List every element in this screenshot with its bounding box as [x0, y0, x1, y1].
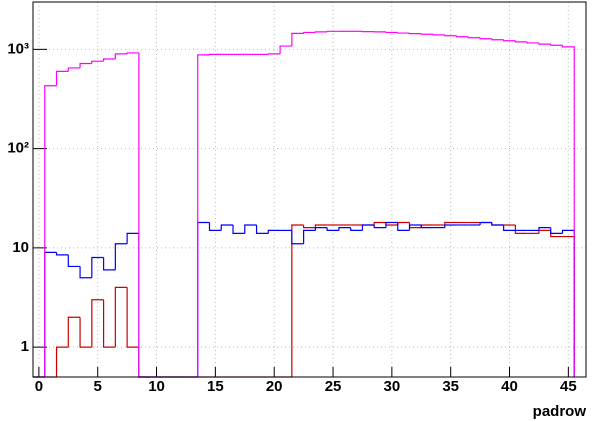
bin	[291, 230, 304, 245]
bin	[291, 32, 304, 47]
bin	[408, 224, 422, 231]
bin	[79, 317, 92, 348]
bin	[67, 254, 81, 268]
bin	[444, 221, 457, 225]
bin	[255, 224, 269, 234]
bin	[314, 227, 328, 231]
bin	[55, 252, 69, 256]
bin	[102, 257, 116, 271]
bin	[385, 221, 398, 228]
x-tick-label: 20	[266, 378, 283, 395]
bin	[67, 316, 81, 348]
bin	[126, 52, 139, 54]
y-tick-label: 10²	[7, 140, 29, 157]
x-tick-label: 35	[442, 378, 459, 395]
bin	[538, 42, 551, 45]
bin	[491, 222, 504, 226]
bin	[91, 60, 104, 64]
bin	[432, 34, 445, 36]
bin	[373, 224, 386, 229]
bin	[455, 35, 469, 38]
bin	[91, 299, 104, 348]
bin	[514, 40, 528, 43]
bin	[338, 227, 351, 231]
bin	[279, 45, 292, 54]
bin	[267, 229, 281, 234]
bin	[114, 53, 128, 59]
bin	[514, 224, 528, 234]
bin	[220, 224, 234, 231]
bin	[538, 227, 551, 231]
bin	[420, 33, 434, 35]
x-tick-label: 5	[94, 378, 102, 395]
bin	[126, 287, 139, 348]
bin	[561, 45, 575, 377]
bin	[526, 41, 539, 44]
bin	[479, 221, 492, 225]
bin	[503, 224, 516, 231]
bin	[114, 286, 128, 348]
bin	[79, 266, 92, 279]
bin	[550, 227, 563, 234]
bin	[303, 31, 316, 34]
bin	[197, 54, 210, 377]
bin	[397, 32, 410, 34]
x-tick-label: 15	[207, 378, 224, 395]
bin	[303, 224, 316, 229]
y-tick-label: 1	[21, 338, 29, 355]
x-tick-label: 45	[560, 378, 577, 395]
bin	[55, 346, 69, 377]
bin	[126, 232, 139, 244]
bin	[491, 38, 504, 41]
bin	[303, 229, 316, 244]
bin	[244, 224, 257, 234]
bin	[102, 299, 116, 348]
bin	[67, 67, 81, 72]
plot-frame	[32, 1, 587, 378]
bin	[55, 70, 69, 86]
x-tick-label: 25	[325, 378, 342, 395]
bin	[44, 85, 57, 377]
bin	[102, 58, 116, 62]
bin	[314, 224, 328, 228]
bin	[420, 224, 434, 229]
bin	[314, 31, 328, 33]
bin	[326, 30, 339, 32]
x-tick-label: 10	[148, 378, 165, 395]
bin	[114, 243, 128, 270]
bin	[503, 39, 516, 42]
bin	[373, 221, 386, 225]
bin	[350, 227, 363, 231]
bin	[79, 62, 92, 68]
bin	[444, 224, 457, 228]
bin	[208, 222, 222, 231]
bin	[361, 224, 375, 231]
bin	[232, 224, 245, 234]
y-tick-label: 10	[12, 239, 29, 256]
bin	[444, 34, 457, 37]
x-tick-label: 40	[501, 378, 518, 395]
bin	[479, 37, 492, 40]
x-tick-label: 30	[384, 378, 401, 395]
bin	[467, 36, 481, 39]
bin	[326, 227, 339, 231]
bin	[291, 224, 304, 377]
bin	[550, 44, 563, 46]
bin	[397, 222, 410, 231]
bin	[385, 31, 398, 34]
x-tick-label: 0	[35, 378, 43, 395]
y-tick-label: 10³	[7, 40, 29, 57]
bin	[408, 33, 422, 35]
x-axis-label: padrow	[533, 403, 587, 420]
bin	[91, 256, 104, 278]
